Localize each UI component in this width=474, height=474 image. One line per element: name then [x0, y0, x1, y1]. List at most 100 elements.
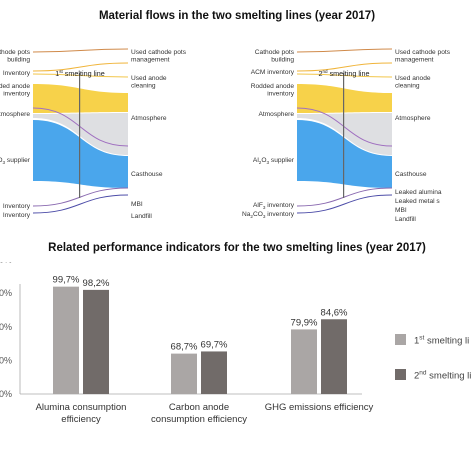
left-flow-label-line1: Rodded anode	[0, 83, 30, 90]
right-flow-label: Used cathode pots management	[131, 49, 187, 63]
inventory-flow-bottom	[32, 194, 129, 214]
left-flow-label: Al2O3 supplier	[0, 157, 31, 165]
top-title: Material flows in the two smelting lines…	[98, 10, 376, 22]
left-flow-label-line2: inventory	[267, 90, 294, 97]
y-tick-label: 0%	[0, 262, 12, 265]
inventory-flow-lower	[32, 187, 129, 207]
y-tick-label: 0%	[0, 322, 12, 332]
left-flow-label: Atmosphere	[0, 111, 30, 118]
cathode-pots-flow	[296, 48, 393, 53]
right-flow-label: Used cathode pots management	[395, 49, 451, 63]
legend-number: 2	[414, 371, 419, 382]
category-label: consumption efficiency	[151, 414, 247, 425]
left-flow-label-sub-b: 3	[267, 160, 270, 165]
bar-value-label: 79,9%	[291, 317, 318, 328]
inventory-anode-flow	[296, 73, 393, 78]
legend-text: smelting li	[424, 336, 469, 347]
left-flow-label-part-b: O	[261, 157, 266, 164]
right-flow-label: Atmosphere	[395, 115, 431, 122]
inventory-flow	[296, 62, 393, 72]
right-flow-label-line1: Atmosphere	[131, 115, 167, 122]
right-flow-label-line1: Used cathode pots	[131, 49, 187, 56]
right-flow-label: Leaked metal s	[395, 198, 440, 205]
right-flow-label-line2: cleaning	[131, 82, 156, 89]
bottom-title: Related performance indicators for the t…	[48, 242, 426, 254]
bar	[171, 353, 197, 394]
left-flow-label-part-b: inventory	[265, 202, 294, 209]
left-flow-label-line2: building	[271, 56, 294, 63]
left-flow-label-sub-a: 3	[263, 205, 266, 210]
right-flow-label-line1: MBI	[395, 207, 407, 214]
left-flow-label: ACM inventory	[251, 69, 295, 76]
bar-value-label: 69,7%	[201, 339, 228, 350]
right-flow-label-line1: Landfill	[395, 216, 416, 223]
bar-value-label: 84,6%	[321, 307, 348, 318]
legend-swatch	[395, 334, 406, 345]
left-flow-label: AlF3 inventory	[253, 202, 295, 210]
smelting-line-text: smelting line	[328, 69, 370, 78]
left-flow-label: Na2CO3 inventory	[242, 211, 295, 219]
right-flow-label-line1: Leaked alumina	[395, 189, 442, 196]
category-label: Alumina consumption	[36, 402, 127, 413]
smelting-line-label: 1st smelting line	[55, 69, 105, 78]
left-flow-label-line1: Rodded anode	[251, 83, 295, 90]
left-flow-label-sub-a: 2	[259, 160, 262, 165]
smelting-line-number: 1	[55, 69, 59, 78]
left-flow-label-part-b: CO	[253, 211, 263, 218]
left-flow-label-line1: Atmosphere	[258, 111, 294, 118]
smelting-line-suffix: st	[59, 69, 63, 74]
left-flow-label: Al2O3 supplier	[253, 157, 295, 165]
right-flow-label-line1: Used cathode pots	[395, 49, 451, 56]
bar-value-label: 99,7%	[53, 275, 80, 286]
left-flow-label-line1: Inventory	[3, 212, 31, 219]
legend-suffix: st	[419, 335, 424, 342]
left-flow-label-line1: Atmosphere	[0, 111, 30, 118]
right-flow-label: Landfill	[395, 216, 416, 223]
right-flow-label-line1: Casthouse	[395, 171, 427, 178]
legend-number: 1	[414, 336, 419, 347]
right-flow-label-line2: management	[395, 56, 434, 63]
left-flow-label-line1: ACM inventory	[251, 69, 295, 76]
atmosphere-flow-ribbon	[33, 113, 128, 155]
category-label: efficiency	[61, 414, 101, 425]
right-flow-label-line1: Atmosphere	[395, 115, 431, 122]
left-flow-label-part-a: AlF	[253, 202, 263, 209]
right-flow-label-line1: Used anode	[131, 75, 167, 82]
bar	[53, 286, 79, 394]
legend-swatch	[395, 369, 406, 380]
atmosphere-flow-ribbon	[297, 113, 392, 155]
legend-text: smelting li	[427, 371, 472, 382]
anode-flow-ribbon	[33, 84, 128, 113]
category-label: GHG emissions efficiency	[265, 402, 374, 413]
right-flow-label-line1: Landfill	[131, 213, 152, 220]
left-flow-label-sub-b: 3	[3, 160, 6, 165]
left-flow-label-line1: Cathode pots	[0, 49, 31, 56]
right-flow-label: MBI	[395, 207, 407, 214]
y-tick-label: 0%	[0, 389, 12, 399]
right-flow-label-line1: Casthouse	[131, 171, 163, 178]
left-flow-label: Inventory	[3, 212, 31, 219]
left-flow-label-part-a: Al	[253, 157, 259, 164]
smelting-line-text: smelting line	[63, 69, 105, 78]
right-flow-label: Casthouse	[131, 171, 163, 178]
smelting-line-number: 2	[318, 69, 322, 78]
smelting-node	[343, 73, 345, 198]
right-flow-label: Atmosphere	[131, 115, 167, 122]
inventory-anode-flow	[32, 73, 129, 78]
left-flow-label-line1: Inventory	[3, 203, 31, 210]
left-flow-label-part-c: supplier	[269, 157, 295, 164]
left-flow-label-sub-b: 3	[263, 214, 266, 219]
bar	[321, 319, 347, 394]
right-flow-label-line1: Used anode	[395, 75, 431, 82]
left-flow-label-line1: Inventory	[3, 70, 31, 77]
bar-value-label: 98,2%	[83, 278, 110, 289]
left-flow-label-line2: inventory	[3, 90, 30, 97]
right-flow-label: Landfill	[131, 213, 152, 220]
inventory-flow-lower	[296, 187, 393, 207]
performance-bar-chart: 0% 0% 0% 0% 0% 99,7%98,2% Alumina consumptione…	[0, 262, 472, 425]
